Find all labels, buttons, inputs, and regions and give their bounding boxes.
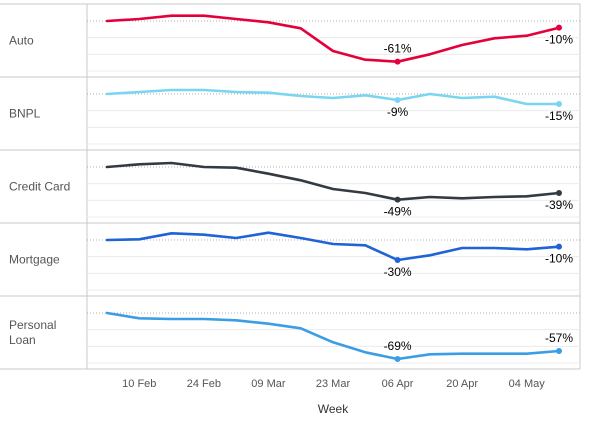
x-tick-label: 06 Apr [382, 378, 414, 390]
x-tick-label: 10 Feb [122, 378, 156, 390]
series-line [105, 88, 561, 106]
series-line [105, 14, 561, 63]
row-label: Mortgage [9, 253, 60, 267]
chart-frame [0, 3, 581, 370]
x-tick-label: 20 Apr [446, 378, 478, 390]
data-point [556, 24, 562, 31]
data-point [394, 257, 401, 263]
data-point [556, 243, 562, 250]
data-point [556, 101, 562, 107]
data-label: -61% [384, 42, 412, 56]
data-label: -15% [545, 109, 573, 123]
data-point [394, 97, 401, 103]
series-line [105, 231, 561, 262]
row-label: BNPL [9, 107, 41, 121]
series-points [394, 24, 562, 362]
data-label: -39% [545, 198, 573, 212]
row-label: Auto [9, 34, 34, 48]
x-axis: 10 Feb 24 Feb 09 Mar 23 Mar 06 Apr 20 Apr 04 M… [122, 378, 545, 390]
data-point [394, 356, 401, 362]
row-label: Credit Card [9, 180, 70, 194]
series-line [105, 311, 561, 361]
series-line [105, 161, 561, 201]
x-tick-label: 23 Mar [316, 378, 351, 390]
x-axis-title: Week [318, 402, 349, 416]
x-tick-label: 24 Feb [187, 378, 221, 390]
data-label: -49% [384, 205, 412, 219]
data-label: -57% [545, 331, 573, 345]
data-label: -9% [387, 105, 409, 119]
row-labels: Auto BNPL Credit Card Mortgage Personal Loan [9, 34, 70, 348]
data-label: -69% [384, 339, 412, 353]
data-label: -30% [384, 265, 412, 279]
data-label: -10% [545, 252, 573, 266]
data-label: -10% [545, 33, 573, 47]
data-point [556, 348, 562, 354]
x-tick-label: 09 Mar [251, 378, 286, 390]
x-tick-label: 04 May [509, 378, 546, 390]
series-lines [105, 14, 561, 361]
gridlines [87, 20, 580, 364]
data-point [556, 190, 562, 196]
data-labels: -61% -10% -9% -15% -49% -39% -30% -10% -69% -57% [384, 33, 574, 353]
data-point [394, 58, 401, 65]
row-label: Personal Loan [9, 318, 56, 347]
data-point [394, 196, 401, 203]
